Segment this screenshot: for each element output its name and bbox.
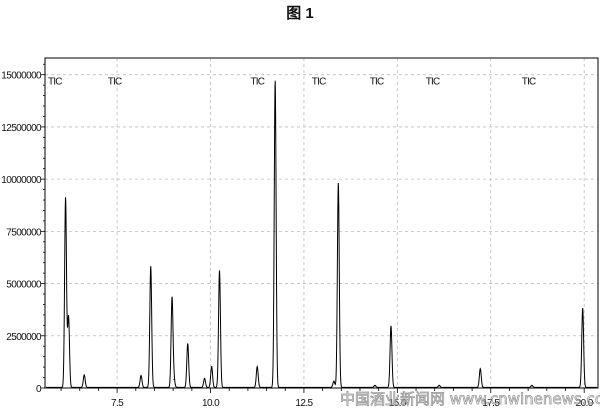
peak-point bbox=[140, 375, 142, 377]
peak-point bbox=[83, 374, 85, 376]
y-tick-label: 5000000 bbox=[6, 280, 42, 291]
peak-point bbox=[479, 368, 481, 370]
trace-label: TIC bbox=[370, 77, 384, 88]
peak-point bbox=[150, 266, 152, 268]
peak-point bbox=[218, 270, 220, 272]
tic-trace bbox=[46, 81, 597, 388]
peak-point bbox=[211, 366, 213, 368]
trace-label: TIC bbox=[48, 77, 62, 88]
peak-point bbox=[337, 182, 339, 184]
peak-point bbox=[390, 325, 392, 327]
peak-point bbox=[256, 366, 258, 368]
peak-point bbox=[171, 297, 173, 299]
y-tick-label: 12500000 bbox=[1, 123, 42, 134]
x-tick-label: 10.0 bbox=[202, 398, 220, 409]
peak-point bbox=[173, 379, 175, 381]
plot-frame bbox=[44, 57, 599, 389]
chart-title: 图 1 bbox=[286, 5, 314, 22]
y-tick-label: 0 bbox=[36, 384, 42, 395]
x-tick-label: 17.5 bbox=[482, 398, 500, 409]
peak-point bbox=[438, 385, 440, 387]
trace-label: TIC bbox=[108, 77, 122, 88]
trace-label: TIC bbox=[312, 77, 326, 88]
peak-point bbox=[68, 316, 70, 318]
peak-point bbox=[374, 385, 376, 387]
x-tick-label: 12.5 bbox=[295, 398, 313, 409]
peak-point bbox=[333, 381, 335, 383]
trace-label: TIC bbox=[426, 77, 440, 88]
trace-label: TIC bbox=[522, 77, 536, 88]
x-tick-label: 15.0 bbox=[389, 398, 407, 409]
x-tick-label: 20.0 bbox=[576, 398, 594, 409]
peak-point bbox=[531, 385, 533, 387]
peak-point bbox=[204, 378, 206, 380]
trace-label: TIC bbox=[251, 77, 265, 88]
y-tick-label: 15000000 bbox=[1, 71, 42, 82]
y-tick-label: 10000000 bbox=[1, 175, 42, 186]
peak-point bbox=[582, 308, 584, 310]
peak-point bbox=[65, 197, 67, 199]
y-tick-label: 7500000 bbox=[6, 227, 42, 238]
watermark: 中国酒业新闻网 www.cnwinenews.com bbox=[340, 390, 600, 408]
y-tick-label: 2500000 bbox=[6, 332, 42, 343]
peak-point bbox=[187, 343, 189, 345]
x-tick-label: 7.5 bbox=[111, 398, 124, 409]
peak-point bbox=[274, 80, 276, 82]
